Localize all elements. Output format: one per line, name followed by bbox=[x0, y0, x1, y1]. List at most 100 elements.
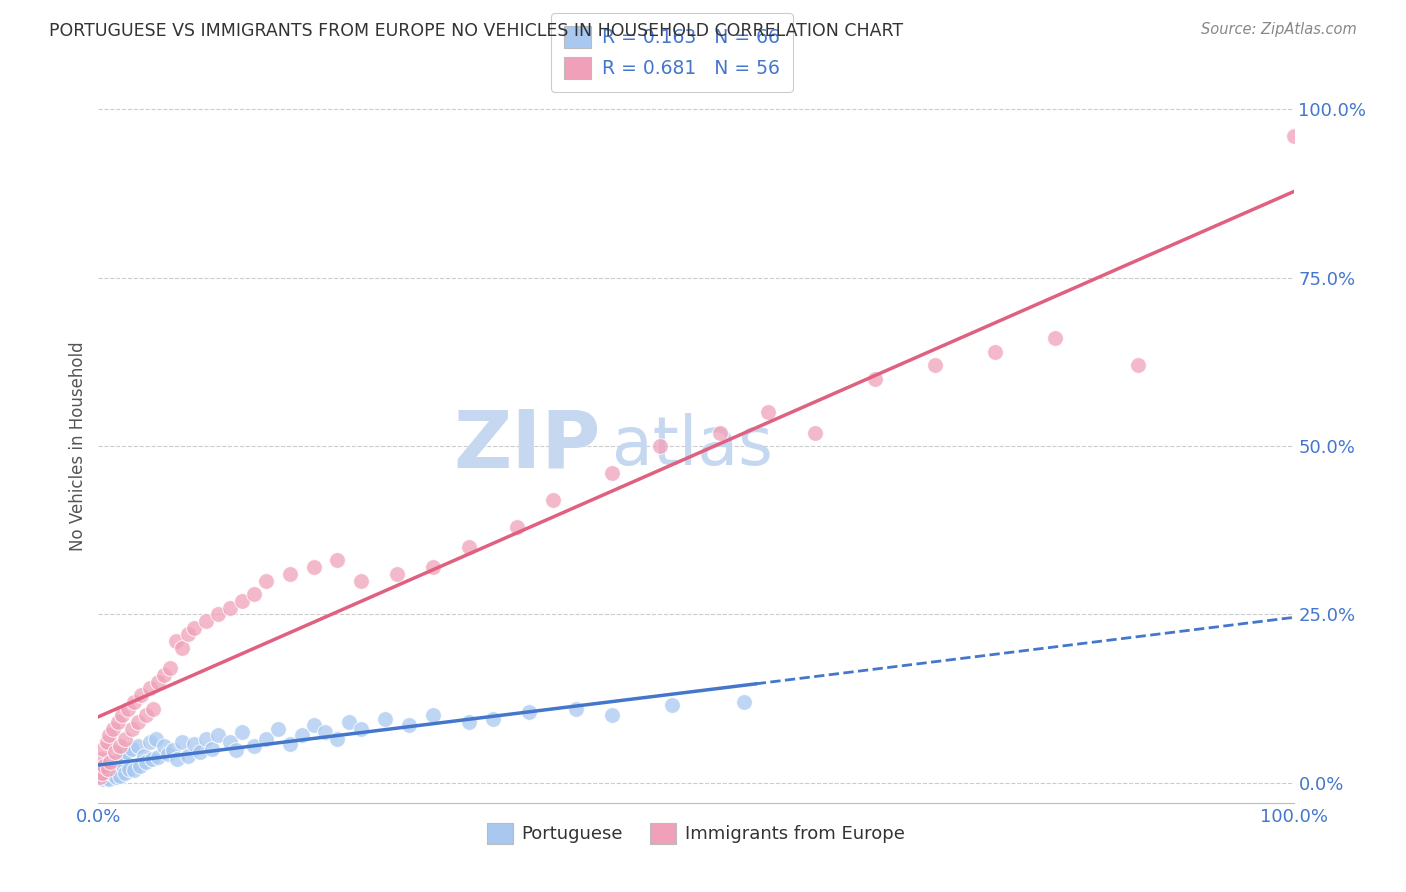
Point bbox=[114, 731, 136, 746]
Point bbox=[231, 725, 253, 739]
Point bbox=[326, 731, 349, 746]
Point bbox=[162, 743, 184, 757]
Point bbox=[183, 621, 205, 635]
Point bbox=[90, 770, 112, 784]
Point bbox=[541, 492, 564, 507]
Point bbox=[139, 735, 162, 749]
Point bbox=[129, 758, 152, 772]
Point bbox=[231, 594, 253, 608]
Point bbox=[709, 425, 731, 440]
Text: PORTUGUESE VS IMMIGRANTS FROM EUROPE NO VEHICLES IN HOUSEHOLD CORRELATION CHART: PORTUGUESE VS IMMIGRANTS FROM EUROPE NO … bbox=[49, 22, 903, 40]
Point bbox=[804, 425, 827, 440]
Point bbox=[98, 756, 122, 770]
Point bbox=[254, 731, 277, 746]
Point bbox=[124, 695, 146, 709]
Point bbox=[984, 344, 1007, 359]
Point bbox=[127, 714, 149, 729]
Point bbox=[91, 767, 114, 781]
Point bbox=[132, 748, 155, 763]
Point bbox=[315, 725, 337, 739]
Point bbox=[661, 698, 683, 713]
Point bbox=[91, 772, 114, 787]
Point bbox=[172, 640, 194, 655]
Point bbox=[91, 742, 114, 756]
Point bbox=[350, 722, 373, 736]
Point bbox=[142, 701, 165, 715]
Point bbox=[326, 553, 349, 567]
Point bbox=[94, 769, 117, 783]
Point bbox=[565, 701, 588, 715]
Point bbox=[141, 752, 163, 766]
Text: ZIP: ZIP bbox=[453, 407, 600, 485]
Point bbox=[107, 761, 129, 775]
Point bbox=[98, 729, 121, 743]
Text: atlas: atlas bbox=[613, 413, 773, 479]
Point bbox=[89, 769, 111, 783]
Point bbox=[458, 540, 481, 554]
Point bbox=[278, 737, 301, 751]
Point bbox=[139, 681, 162, 696]
Point bbox=[91, 765, 114, 780]
Point bbox=[153, 739, 176, 753]
Point bbox=[201, 742, 224, 756]
Point bbox=[89, 770, 111, 784]
Point bbox=[924, 358, 946, 372]
Point bbox=[108, 739, 131, 753]
Point bbox=[97, 762, 120, 776]
Point bbox=[291, 729, 314, 743]
Point bbox=[101, 722, 124, 736]
Point bbox=[188, 745, 211, 759]
Point bbox=[93, 758, 115, 772]
Point bbox=[302, 718, 325, 732]
Legend: Portuguese, Immigrants from Europe: Portuguese, Immigrants from Europe bbox=[481, 815, 911, 851]
Point bbox=[107, 752, 129, 766]
Point bbox=[148, 750, 170, 764]
Point bbox=[108, 769, 131, 783]
Point bbox=[267, 722, 290, 736]
Point bbox=[93, 765, 115, 780]
Point bbox=[111, 708, 134, 723]
Point bbox=[1043, 331, 1066, 345]
Point bbox=[166, 752, 188, 766]
Point bbox=[131, 688, 153, 702]
Point bbox=[177, 627, 200, 641]
Point bbox=[135, 756, 157, 770]
Point bbox=[756, 405, 779, 419]
Point bbox=[165, 634, 187, 648]
Point bbox=[195, 614, 218, 628]
Point bbox=[177, 748, 200, 763]
Point bbox=[219, 735, 242, 749]
Point bbox=[159, 661, 181, 675]
Point bbox=[105, 770, 128, 784]
Point bbox=[648, 439, 672, 453]
Point bbox=[96, 735, 118, 749]
Point bbox=[103, 767, 125, 781]
Point bbox=[153, 668, 176, 682]
Point bbox=[101, 758, 124, 772]
Point bbox=[111, 748, 134, 763]
Point bbox=[104, 756, 127, 770]
Point bbox=[302, 560, 325, 574]
Point bbox=[278, 566, 301, 581]
Point bbox=[172, 735, 194, 749]
Point bbox=[145, 731, 167, 746]
Point bbox=[733, 695, 755, 709]
Point bbox=[115, 745, 138, 759]
Point bbox=[97, 762, 120, 776]
Point bbox=[517, 705, 540, 719]
Point bbox=[104, 745, 127, 759]
Point bbox=[96, 771, 118, 785]
Point bbox=[243, 739, 266, 753]
Point bbox=[602, 708, 624, 723]
Point bbox=[121, 722, 143, 736]
Point bbox=[385, 566, 409, 581]
Point bbox=[98, 764, 122, 778]
Point bbox=[350, 574, 373, 588]
Point bbox=[219, 600, 242, 615]
Point bbox=[374, 712, 396, 726]
Point bbox=[506, 520, 529, 534]
Point bbox=[98, 772, 121, 786]
Y-axis label: No Vehicles in Household: No Vehicles in Household bbox=[69, 341, 87, 551]
Point bbox=[114, 765, 136, 780]
Point bbox=[1282, 129, 1305, 144]
